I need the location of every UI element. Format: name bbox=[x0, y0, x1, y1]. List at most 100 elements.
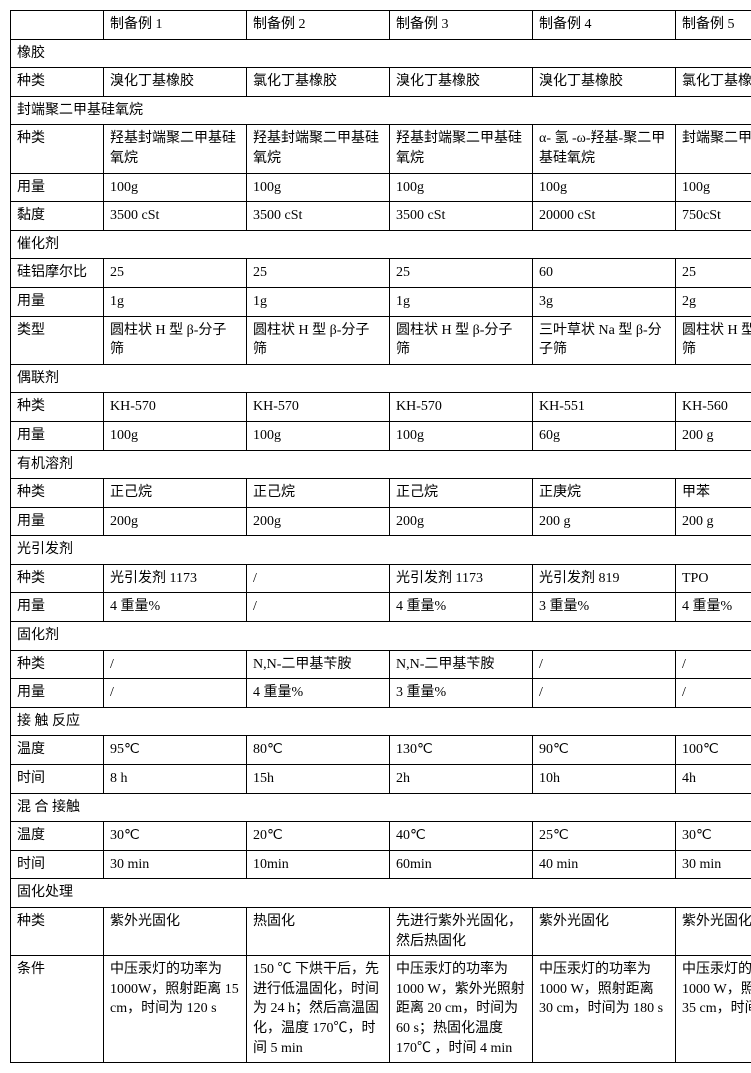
data-cell: 紫外光固化 bbox=[533, 908, 676, 956]
data-cell: 100g bbox=[247, 173, 390, 202]
data-cell: 30℃ bbox=[676, 822, 751, 851]
section-header-row: 橡胶 bbox=[11, 39, 751, 68]
table-row: 用量4 重量%/4 重量%3 重量%4 重量% bbox=[11, 593, 751, 622]
section-header-row: 封端聚二甲基硅氧烷 bbox=[11, 96, 751, 125]
row-label: 时间 bbox=[11, 765, 104, 794]
data-cell: 圆柱状 H 型 β-分子筛 bbox=[390, 316, 533, 364]
data-cell: 20000 cSt bbox=[533, 202, 676, 231]
row-label: 种类 bbox=[11, 393, 104, 422]
data-cell: 2h bbox=[390, 765, 533, 794]
data-cell: 15h bbox=[247, 765, 390, 794]
data-cell: 80℃ bbox=[247, 736, 390, 765]
data-cell: 3g bbox=[533, 287, 676, 316]
data-cell: 60min bbox=[390, 850, 533, 879]
header-cell: 制备例 5 bbox=[676, 11, 751, 40]
header-cell: 制备例 4 bbox=[533, 11, 676, 40]
data-cell: 40℃ bbox=[390, 822, 533, 851]
data-cell: TPO bbox=[676, 564, 751, 593]
data-cell: 60g bbox=[533, 421, 676, 450]
section-title: 接 触 反应 bbox=[11, 707, 751, 736]
row-label: 用量 bbox=[11, 173, 104, 202]
row-label: 种类 bbox=[11, 564, 104, 593]
data-cell: 3 重量% bbox=[390, 679, 533, 708]
data-cell: 30 min bbox=[104, 850, 247, 879]
data-cell: 羟基封端聚二甲基硅氧烷 bbox=[390, 125, 533, 173]
data-cell: 25 bbox=[247, 259, 390, 288]
table-row: 用量100g100g100g100g100g bbox=[11, 173, 751, 202]
data-cell: 圆柱状 H 型 β-分子筛 bbox=[104, 316, 247, 364]
data-cell: 100g bbox=[390, 421, 533, 450]
section-header-row: 光引发剂 bbox=[11, 536, 751, 565]
header-cell bbox=[11, 11, 104, 40]
data-cell: / bbox=[247, 564, 390, 593]
data-cell: 10h bbox=[533, 765, 676, 794]
data-cell: 三叶草状 Na 型 β-分子筛 bbox=[533, 316, 676, 364]
row-label: 温度 bbox=[11, 736, 104, 765]
section-title: 固化处理 bbox=[11, 879, 751, 908]
row-label: 用量 bbox=[11, 287, 104, 316]
section-header-row: 有机溶剂 bbox=[11, 450, 751, 479]
data-cell: 溴化丁基橡胶 bbox=[104, 68, 247, 97]
data-cell: 3500 cSt bbox=[104, 202, 247, 231]
data-cell: / bbox=[104, 679, 247, 708]
row-label: 温度 bbox=[11, 822, 104, 851]
data-cell: 25 bbox=[104, 259, 247, 288]
data-cell: 4 重量% bbox=[247, 679, 390, 708]
data-cell: 中压汞灯的功率为 1000 W，照射距离 30 cm，时间为 180 s bbox=[533, 956, 676, 1063]
data-cell: 正己烷 bbox=[104, 479, 247, 508]
data-cell: 1g bbox=[104, 287, 247, 316]
data-cell: 90℃ bbox=[533, 736, 676, 765]
data-cell: 60 bbox=[533, 259, 676, 288]
table-row: 硅铝摩尔比2525256025 bbox=[11, 259, 751, 288]
data-cell: 3 重量% bbox=[533, 593, 676, 622]
table-row: 种类KH-570KH-570KH-570KH-551KH-560 bbox=[11, 393, 751, 422]
row-label: 硅铝摩尔比 bbox=[11, 259, 104, 288]
data-cell: 40 min bbox=[533, 850, 676, 879]
section-title: 有机溶剂 bbox=[11, 450, 751, 479]
data-cell: N,N-二甲基苄胺 bbox=[390, 650, 533, 679]
table-header-row: 制备例 1制备例 2制备例 3制备例 4制备例 5 bbox=[11, 11, 751, 40]
section-title: 光引发剂 bbox=[11, 536, 751, 565]
data-cell: 4 重量% bbox=[104, 593, 247, 622]
data-cell: 3500 cSt bbox=[390, 202, 533, 231]
data-cell: 先进行紫外光固化，然后热固化 bbox=[390, 908, 533, 956]
data-cell: 氯化丁基橡胶 bbox=[676, 68, 751, 97]
table-row: 黏度3500 cSt3500 cSt3500 cSt20000 cSt750cS… bbox=[11, 202, 751, 231]
data-cell: 甲苯 bbox=[676, 479, 751, 508]
data-cell: 200 g bbox=[533, 507, 676, 536]
data-cell: 正己烷 bbox=[247, 479, 390, 508]
data-cell: 羟基封端聚二甲基硅氧烷 bbox=[247, 125, 390, 173]
data-cell: 4h bbox=[676, 765, 751, 794]
data-cell: 正庚烷 bbox=[533, 479, 676, 508]
table-row: 种类光引发剂 1173/光引发剂 1173光引发剂 819TPO bbox=[11, 564, 751, 593]
table-row: 种类溴化丁基橡胶氯化丁基橡胶溴化丁基橡胶溴化丁基橡胶氯化丁基橡胶 bbox=[11, 68, 751, 97]
table-row: 时间8 h15h2h10h4h bbox=[11, 765, 751, 794]
data-cell: N,N-二甲基苄胺 bbox=[247, 650, 390, 679]
data-cell: 圆柱状 H 型 β-分子筛 bbox=[676, 316, 751, 364]
data-cell: / bbox=[533, 679, 676, 708]
data-cell: 1g bbox=[390, 287, 533, 316]
section-header-row: 偶联剂 bbox=[11, 364, 751, 393]
table-row: 种类羟基封端聚二甲基硅氧烷羟基封端聚二甲基硅氧烷羟基封端聚二甲基硅氧烷α- 氢 … bbox=[11, 125, 751, 173]
data-cell: 10min bbox=[247, 850, 390, 879]
section-header-row: 固化处理 bbox=[11, 879, 751, 908]
table-row: 用量200g200g200g200 g200 g bbox=[11, 507, 751, 536]
data-cell: 200g bbox=[104, 507, 247, 536]
header-cell: 制备例 1 bbox=[104, 11, 247, 40]
section-header-row: 接 触 反应 bbox=[11, 707, 751, 736]
data-cell: 200g bbox=[390, 507, 533, 536]
header-cell: 制备例 2 bbox=[247, 11, 390, 40]
data-cell: 光引发剂 1173 bbox=[104, 564, 247, 593]
table-row: 用量1g1g1g3g2g bbox=[11, 287, 751, 316]
row-label: 条件 bbox=[11, 956, 104, 1063]
data-cell: 溴化丁基橡胶 bbox=[390, 68, 533, 97]
data-cell: 3500 cSt bbox=[247, 202, 390, 231]
row-label: 类型 bbox=[11, 316, 104, 364]
data-cell: 4 重量% bbox=[676, 593, 751, 622]
data-cell: 紫外光固化 bbox=[676, 908, 751, 956]
data-cell: 30℃ bbox=[104, 822, 247, 851]
section-title: 封端聚二甲基硅氧烷 bbox=[11, 96, 751, 125]
data-cell: 8 h bbox=[104, 765, 247, 794]
data-cell: 紫外光固化 bbox=[104, 908, 247, 956]
table-row: 时间30 min10min60min40 min30 min bbox=[11, 850, 751, 879]
